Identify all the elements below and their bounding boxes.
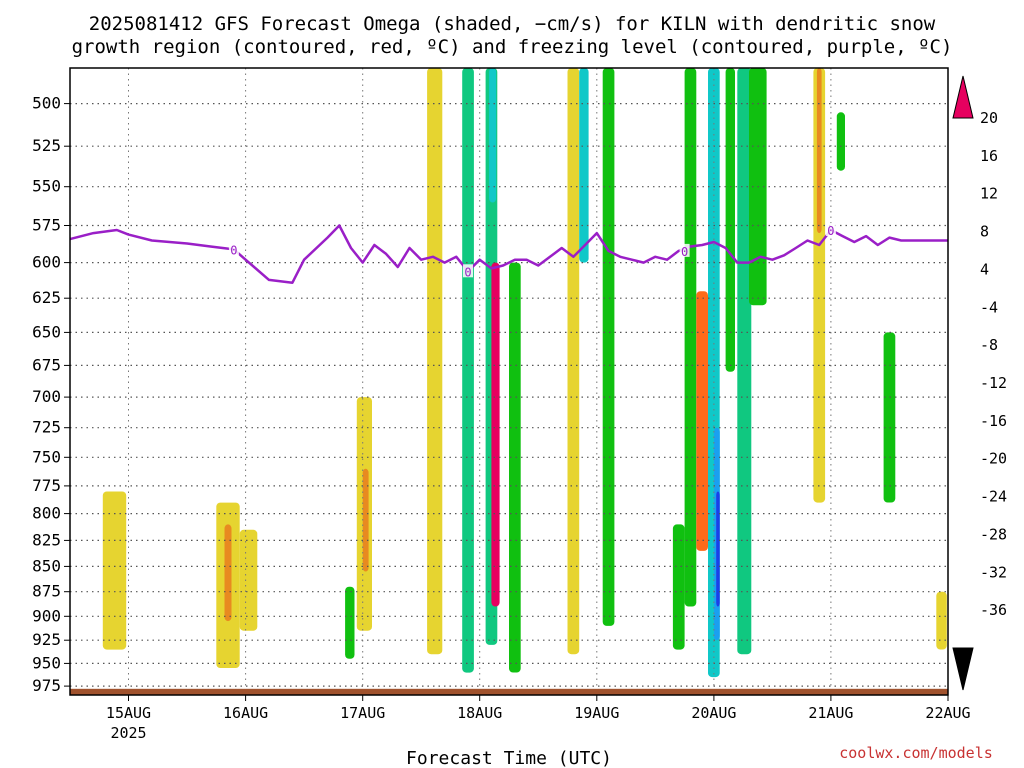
omega-cell: [816, 68, 822, 234]
y-tick-label: 650: [32, 322, 61, 341]
y-tick-label: 725: [32, 418, 61, 437]
x-tick-label: 18AUG: [457, 704, 502, 722]
y-tick-label: 900: [32, 606, 61, 625]
x-tick-label: 20AUG: [691, 704, 736, 722]
freezing-level-label: 0: [681, 245, 688, 259]
colorbar-label: 16: [980, 147, 998, 165]
omega-cell: [102, 491, 127, 650]
omega-cell: [716, 491, 720, 607]
colorbar-top-arrow: [952, 75, 974, 119]
colorbar-label: -8: [980, 336, 998, 354]
omega-cell: [936, 591, 947, 650]
freezing-level-label: 0: [464, 265, 471, 279]
omega-cell: [509, 262, 521, 673]
freezing-label-bg: [228, 242, 239, 256]
freezing-level-label: 0: [230, 243, 237, 257]
omega-cell: [602, 68, 615, 626]
y-tick-label: 525: [32, 136, 61, 155]
plot-area: 0 0 0 0: [69, 67, 949, 696]
omega-cell: [672, 524, 685, 650]
colorbar-label: -16: [980, 412, 1007, 430]
colorbar-bottom-arrow: [952, 647, 974, 691]
y-tick-label: 875: [32, 582, 61, 601]
omega-cell: [427, 68, 443, 655]
plot-border: [69, 67, 949, 696]
freezing-label-bg: [679, 243, 690, 257]
omega-cell: [345, 586, 355, 659]
terrain-strip: [70, 688, 948, 695]
colorbar-label: -24: [980, 488, 1007, 506]
freezing-label-bg: [825, 223, 836, 236]
colorbar-label: 12: [980, 185, 998, 203]
colorbar-label: -28: [980, 525, 1007, 543]
y-tick-label: 500: [32, 94, 61, 113]
y-tick-label: 625: [32, 288, 61, 307]
omega-cell: [579, 68, 589, 263]
freezing-level-line: [69, 224, 948, 284]
omega-cell: [362, 468, 369, 572]
omega-cell: [489, 68, 497, 203]
x-axis: 15AUG 16AUG 17AUG 18AUG 19AUG 20AUG 21AUG 22AUG…: [106, 695, 971, 742]
y-tick-label: 800: [32, 504, 61, 523]
y-axis: 500 525 550 575 600 625 650 675 700 725 750 775 800 8…: [32, 94, 70, 695]
omega-cell: [836, 112, 845, 171]
omega-cell: [684, 68, 697, 607]
y-tick-label: 750: [32, 447, 61, 466]
omega-cell: [883, 332, 896, 503]
omega-cell: [491, 262, 500, 607]
omega-cell: [696, 291, 708, 551]
y-tick-label: 775: [32, 476, 61, 495]
freezing-level-label: 0: [827, 224, 834, 238]
x-tick-label: 21AUG: [808, 704, 853, 722]
colorbar-label: 8: [980, 223, 989, 241]
colorbar-label: -32: [980, 563, 1007, 581]
y-tick-label: 825: [32, 530, 61, 549]
y-tick-label: 950: [32, 653, 61, 672]
colorbar-label: -4: [980, 298, 998, 316]
y-tick-label: 600: [32, 253, 61, 272]
omega-cell: [567, 68, 580, 655]
freezing-label-bg: [463, 264, 473, 278]
x-tick-label: 16AUG: [223, 704, 268, 722]
x-axis-label: Forecast Time (UTC): [406, 748, 612, 768]
colorbar-label: -20: [980, 450, 1007, 468]
chart-title-line-2: growth region (contoured, red, ºC) and f…: [72, 36, 953, 58]
y-tick-label: 925: [32, 630, 61, 649]
credit-text: coolwx.com/models: [839, 744, 993, 762]
y-tick-label: 575: [32, 216, 61, 235]
omega-cell: [725, 68, 735, 372]
omega-cell: [239, 529, 258, 631]
y-tick-label: 700: [32, 387, 61, 406]
omega-cell: [224, 524, 232, 622]
colorbar-label: -36: [980, 601, 1007, 619]
colorbar-label: 4: [980, 260, 989, 278]
y-tick-label: 675: [32, 355, 61, 374]
chart-title-line-1: 2025081412 GFS Forecast Omega (shaded, −…: [89, 13, 936, 35]
omega-cell: [462, 68, 474, 673]
omega-cell: [737, 68, 752, 655]
y-tick-label: 850: [32, 556, 61, 575]
omega-cell: [813, 68, 826, 503]
x-year-label: 2025: [110, 724, 146, 742]
colorbar-label: -12: [980, 374, 1007, 392]
y-tick-label: 975: [32, 676, 61, 695]
colorbar-label: 20: [980, 109, 998, 127]
x-tick-label: 17AUG: [340, 704, 385, 722]
x-tick-label: 15AUG: [106, 704, 151, 722]
x-tick-label: 22AUG: [925, 704, 970, 722]
colorbar: 20 16 12 8 4 -4 -8 -12 -16 -20 -24 -28 -32 -36: [952, 75, 1007, 691]
x-tick-label: 19AUG: [574, 704, 619, 722]
y-tick-label: 550: [32, 177, 61, 196]
